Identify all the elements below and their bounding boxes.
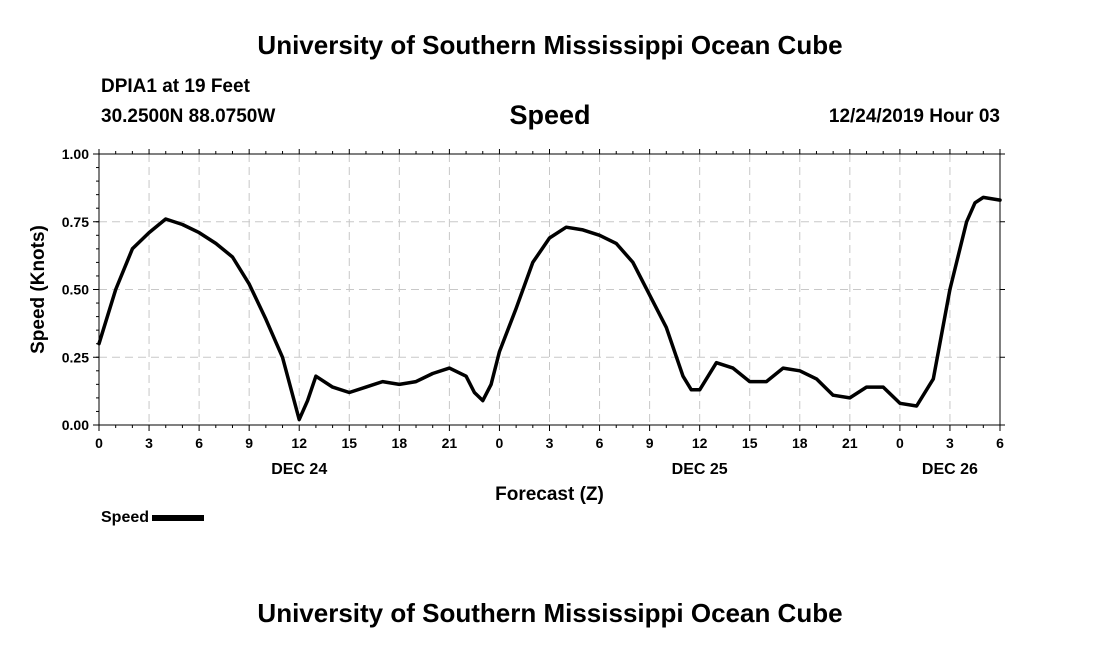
y-axis-label: Speed (Knots): [28, 225, 49, 354]
parameter-title: Speed: [509, 100, 591, 130]
x-tick-label: 6: [996, 435, 1004, 451]
date-label: DEC 25: [672, 461, 728, 478]
chart-top-title: University of Southern Mississippi Ocean…: [257, 30, 843, 60]
legend: Speed: [101, 509, 205, 527]
x-tick-label: 21: [842, 435, 858, 451]
x-tick-label: 6: [596, 435, 604, 451]
y-tick-label: 0.00: [62, 417, 89, 433]
legend-label: Speed: [101, 509, 150, 526]
x-tick-label: 18: [792, 435, 808, 451]
x-tick-label: 3: [546, 435, 554, 451]
y-tick-label: 1.00: [62, 146, 89, 162]
y-tick-label: 0.25: [62, 349, 89, 365]
chart-bottom-title: University of Southern Mississippi Ocean…: [257, 598, 843, 628]
x-tick-label: 0: [896, 435, 904, 451]
speed-series-line: [97, 195, 1002, 422]
x-tick-label: 15: [341, 435, 357, 451]
x-tick-label: 9: [646, 435, 654, 451]
x-tick-label: 6: [195, 435, 203, 451]
x-tick-label: 12: [291, 435, 307, 451]
x-tick-label: 3: [946, 435, 954, 451]
date-label: DEC 24: [271, 461, 327, 478]
x-tick-label: 21: [442, 435, 458, 451]
station-label: DPIA1 at 19 Feet: [101, 76, 250, 97]
x-tick-label: 0: [496, 435, 504, 451]
y-tick-label: 0.50: [62, 282, 89, 298]
legend-line-swatch: [152, 515, 205, 521]
x-axis-label: Forecast (Z): [495, 484, 604, 505]
x-tick-label: 18: [392, 435, 408, 451]
station-coordinates: 30.2500N 88.0750W: [101, 106, 276, 127]
date-label: DEC 26: [922, 461, 978, 478]
forecast-datetime: 12/24/2019 Hour 03: [828, 106, 1000, 127]
x-tick-label: 15: [742, 435, 758, 451]
y-tick-label: 0.75: [62, 214, 89, 230]
x-tick-label: 0: [95, 435, 103, 451]
x-tick-label: 12: [692, 435, 708, 451]
x-tick-label: 3: [145, 435, 153, 451]
x-tick-label: 9: [245, 435, 253, 451]
